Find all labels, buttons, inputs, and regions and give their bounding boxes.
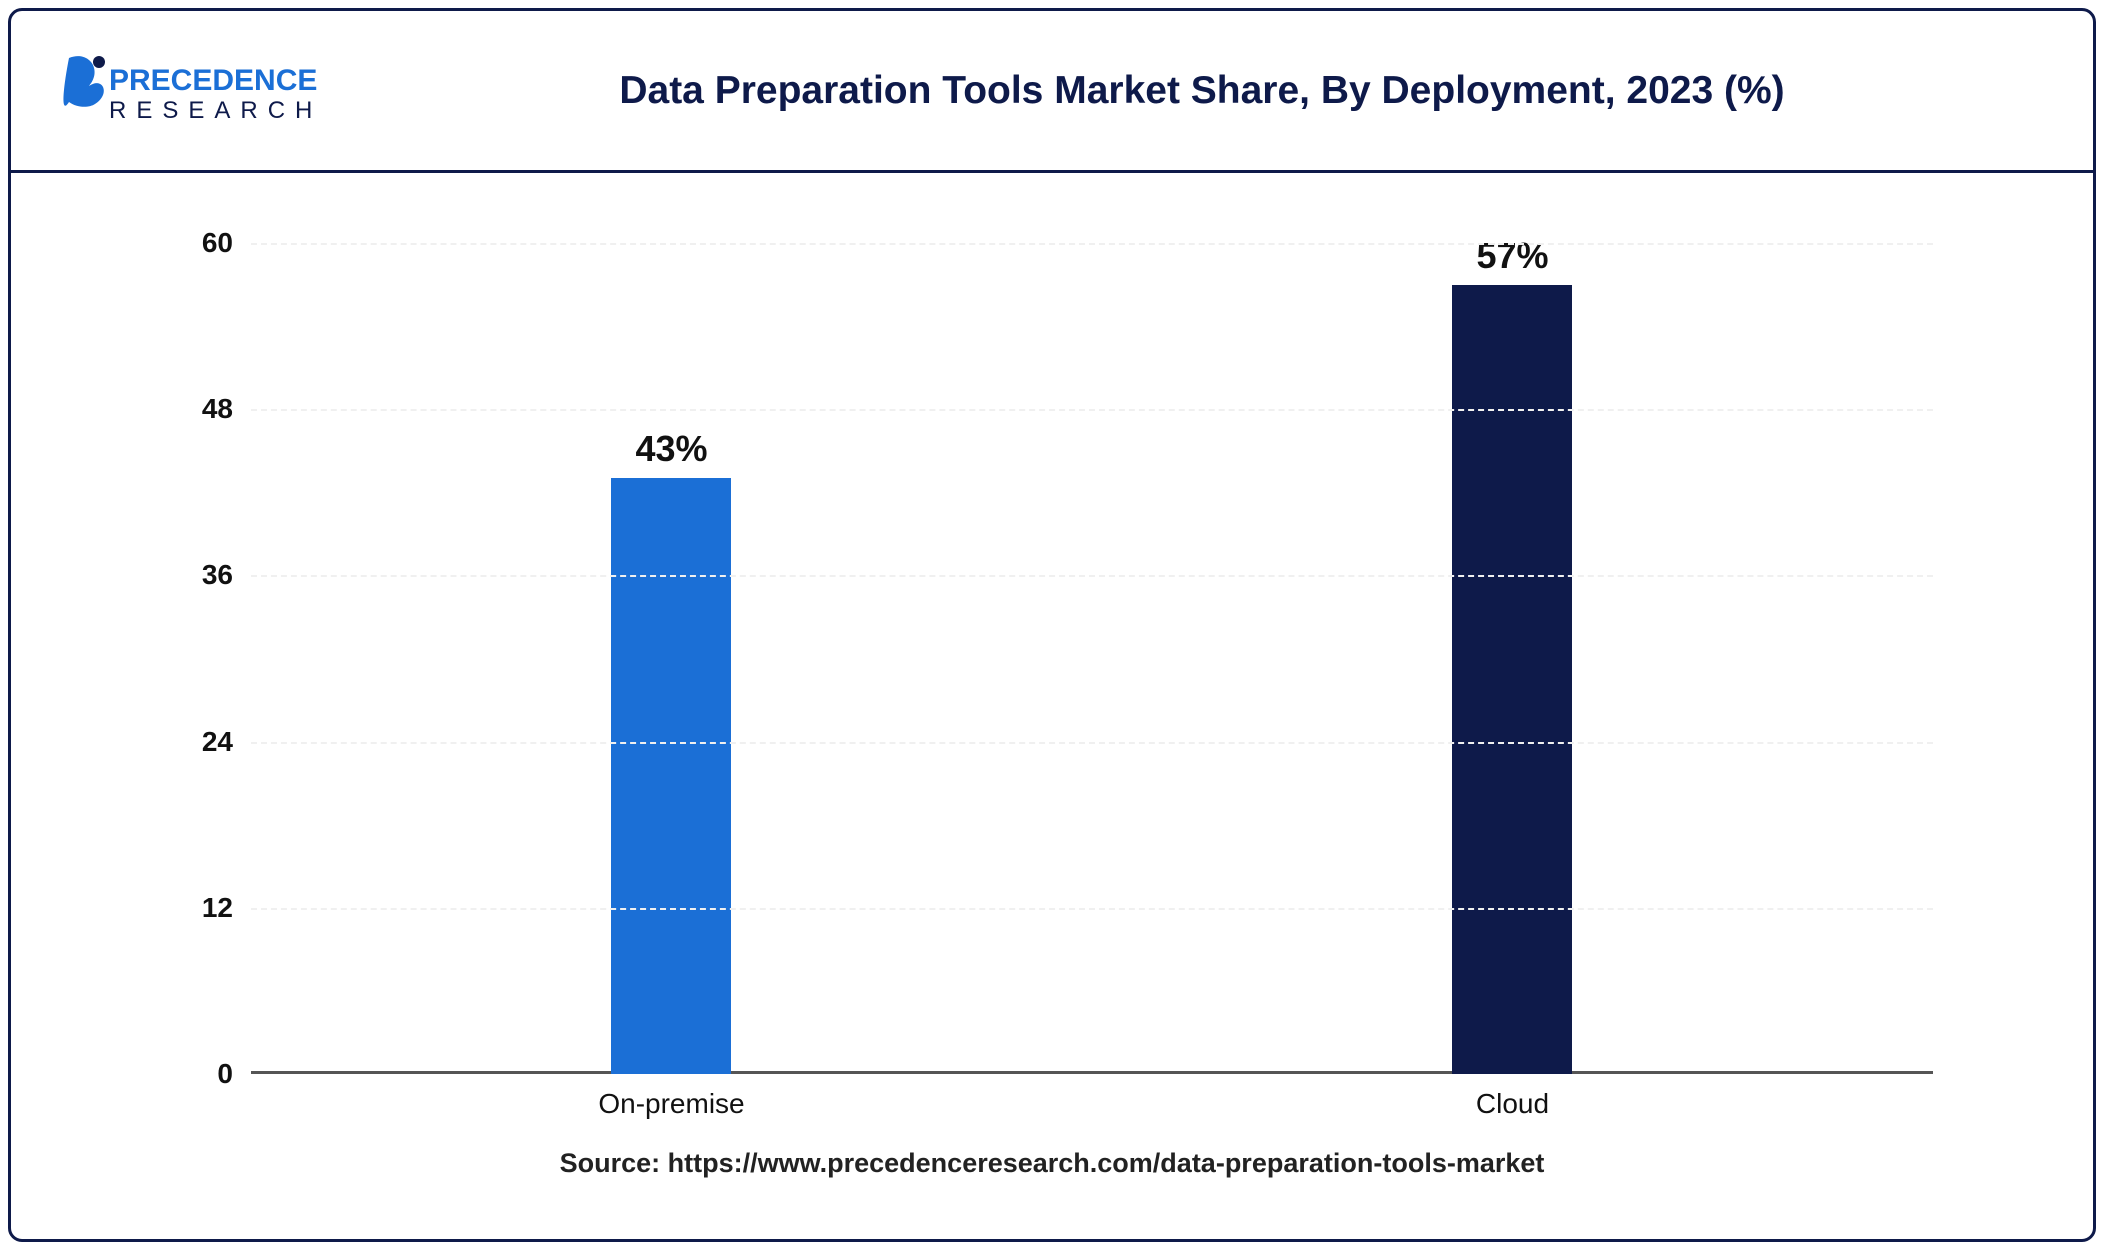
x-axis-labels: On-premise Cloud bbox=[251, 1074, 1933, 1120]
grid-line bbox=[251, 409, 1933, 411]
source-url: https://www.precedenceresearch.com/data-… bbox=[668, 1148, 1545, 1178]
grid-line bbox=[251, 742, 1933, 744]
grid-line bbox=[251, 243, 1933, 245]
chart-header: PRECEDENCE RESEARCH Data Preparation Too… bbox=[11, 11, 2093, 173]
y-tick-label: 36 bbox=[202, 559, 251, 591]
logo-top-text: PRECEDENCE bbox=[109, 64, 317, 97]
bar-value-label: 43% bbox=[635, 428, 707, 470]
plot-region: 43%57% 01224364860 bbox=[251, 243, 1933, 1074]
bar-group: 57% bbox=[1176, 243, 1849, 1074]
chart-frame: PRECEDENCE RESEARCH Data Preparation Too… bbox=[8, 8, 2096, 1242]
bar-rect bbox=[1452, 285, 1572, 1074]
y-tick-label: 12 bbox=[202, 892, 251, 924]
logo-bottom-text: RESEARCH bbox=[109, 97, 322, 124]
source-caption: Source: https://www.precedenceresearch.c… bbox=[131, 1120, 1973, 1199]
x-category-label: Cloud bbox=[1176, 1088, 1849, 1120]
x-category-label: On-premise bbox=[335, 1088, 1008, 1120]
chart-body: 43% 57% 0 12 24 36 48 60 On-premise Cloud Sourc… bbox=[11, 173, 2093, 1239]
grid-line bbox=[251, 575, 1933, 577]
brand-logo: PRECEDENCE RESEARCH bbox=[47, 48, 347, 134]
y-tick-label: 60 bbox=[202, 227, 251, 259]
y-tick-label: 0 bbox=[217, 1058, 251, 1090]
chart-title: Data Preparation Tools Market Share, By … bbox=[347, 69, 2057, 113]
y-tick-label: 48 bbox=[202, 393, 251, 425]
bar-value-label: 57% bbox=[1476, 235, 1548, 277]
bars-row: 43% 57% bbox=[251, 243, 1933, 1074]
bar-rect bbox=[611, 478, 731, 1074]
bar-group: 43% bbox=[335, 243, 1008, 1074]
precedence-logo-icon: PRECEDENCE RESEARCH bbox=[47, 48, 327, 134]
source-prefix: Source: bbox=[560, 1148, 668, 1178]
y-tick-label: 24 bbox=[202, 726, 251, 758]
grid-line bbox=[251, 908, 1933, 910]
